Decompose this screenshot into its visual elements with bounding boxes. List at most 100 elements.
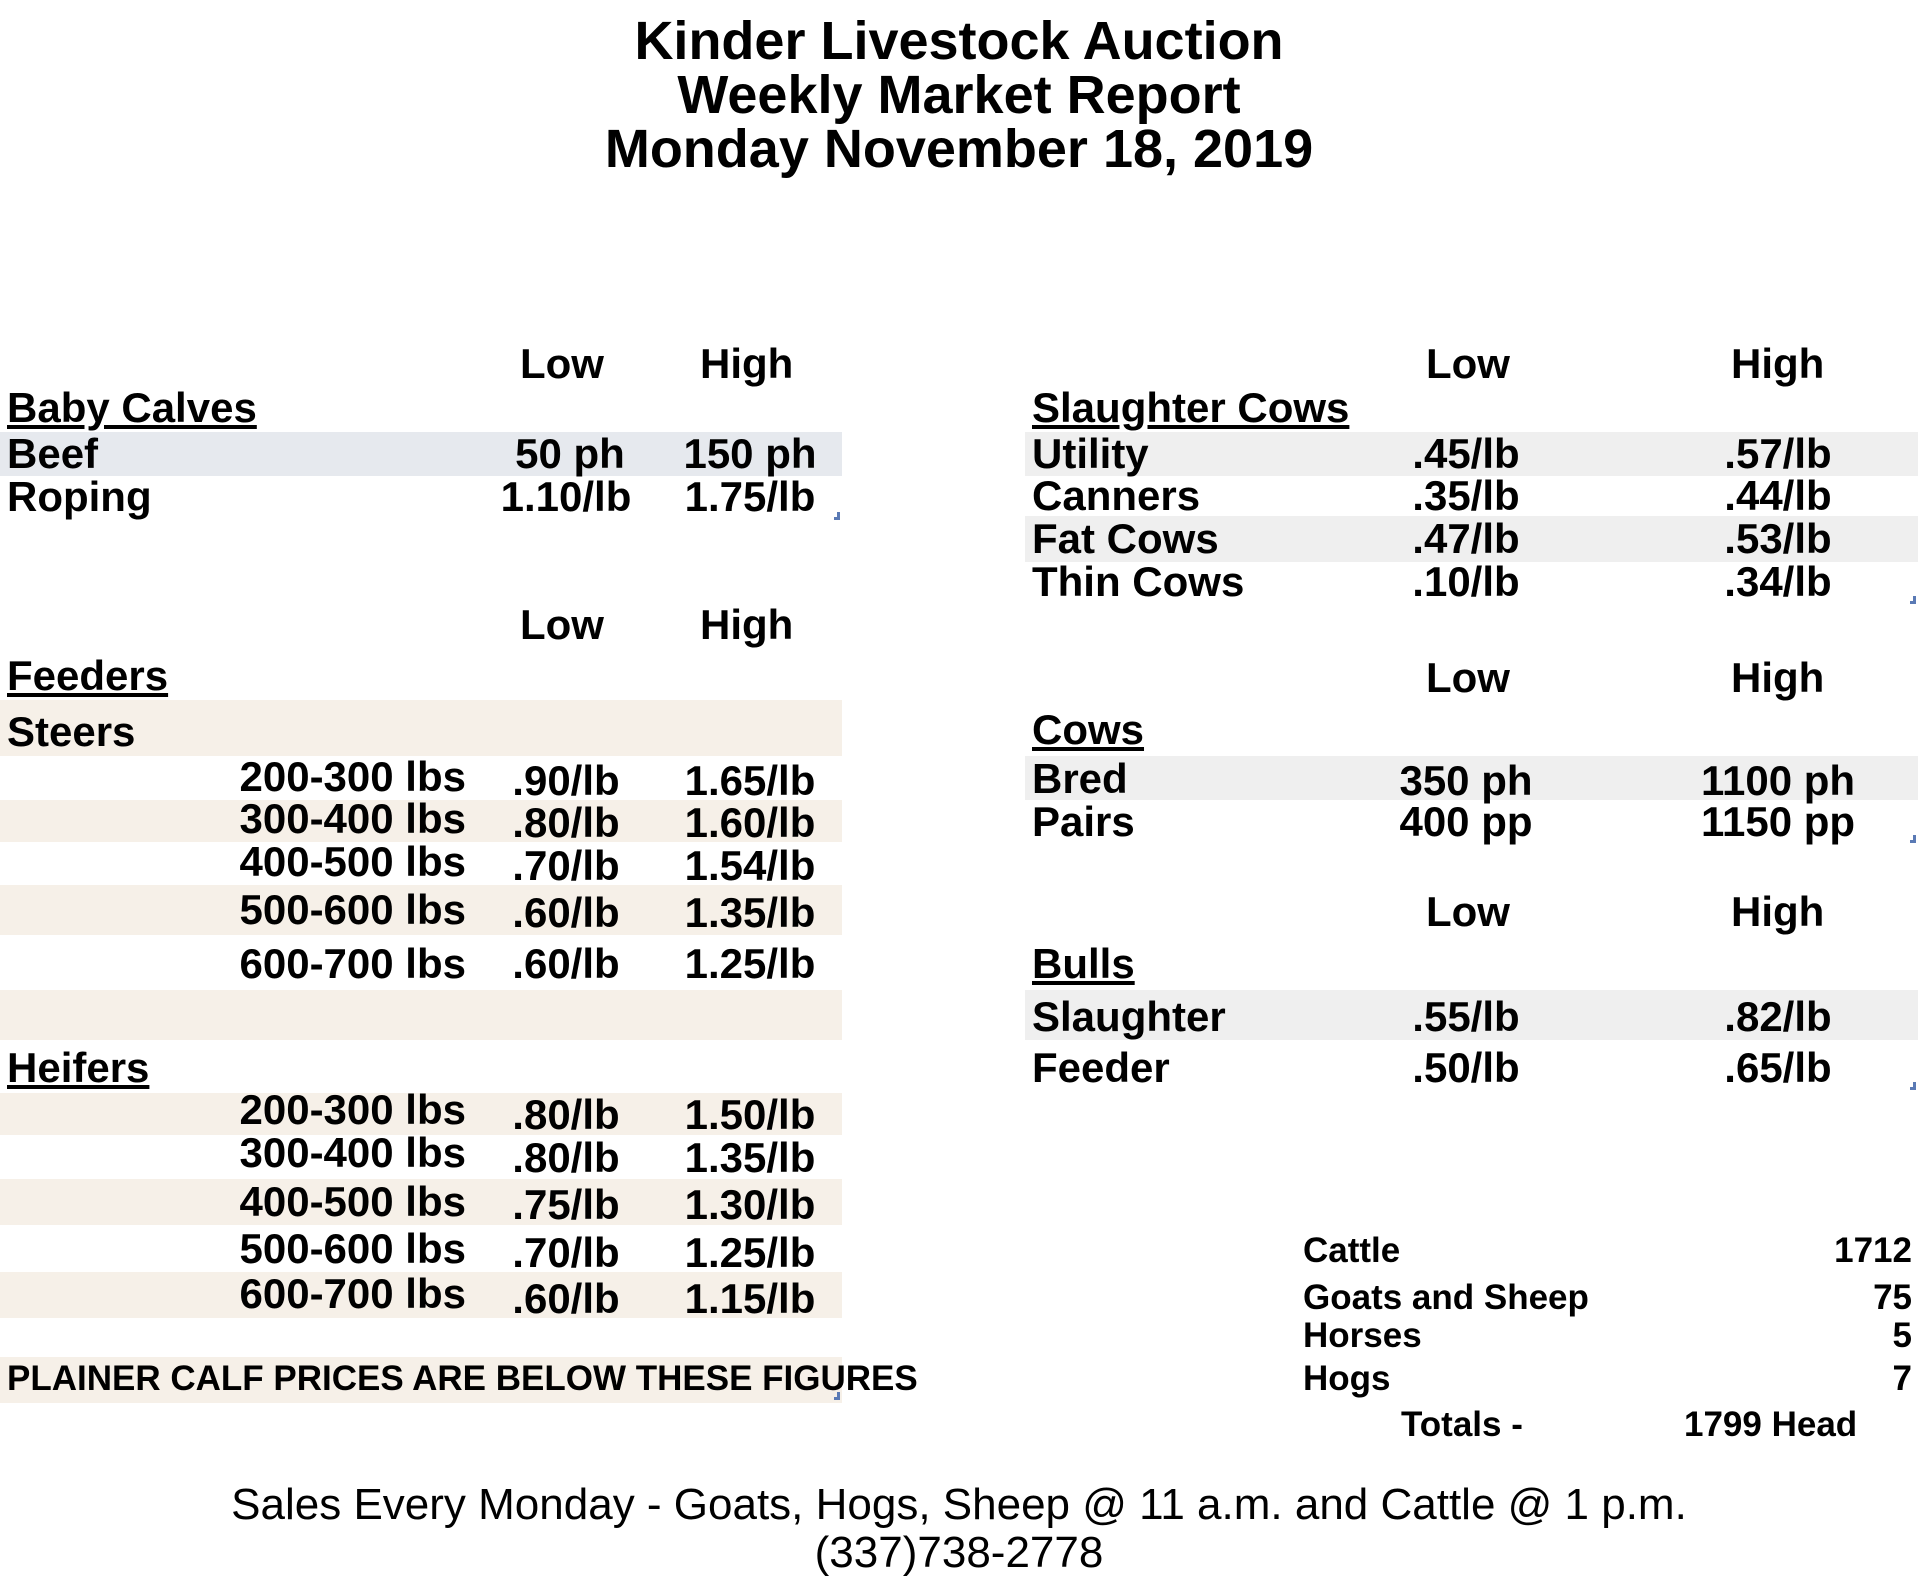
- steer-low: .90/lb: [512, 757, 620, 804]
- fat-cows-low: .47/lb: [1412, 515, 1520, 562]
- receipt-label: Horses: [1303, 1316, 1422, 1355]
- beef-row-band: [0, 432, 842, 476]
- slaughter-high-header: High: [1731, 340, 1825, 387]
- cell-marker: [834, 517, 840, 520]
- note-row-band: [0, 1357, 842, 1403]
- report-title-line3: Monday November 18, 2019: [604, 119, 1314, 179]
- heifer-low: .60/lb: [512, 1275, 620, 1322]
- fat-cows-label: Fat Cows: [1032, 515, 1219, 562]
- cows-high-header: High: [1731, 654, 1825, 701]
- heifer-row-band: [0, 1179, 842, 1225]
- sales-schedule: Sales Every Monday - Goats, Hogs, Sheep …: [231, 1480, 1687, 1529]
- heifer-high: 1.25/lb: [684, 1229, 816, 1276]
- cell-marker: [1913, 1082, 1916, 1088]
- spacer-row-band: [0, 990, 842, 1040]
- cell-marker: [1910, 840, 1916, 843]
- steer-low: .70/lb: [512, 842, 620, 889]
- heifer-range: 400-500 lbs: [239, 1178, 467, 1225]
- steer-row-band: [0, 885, 842, 935]
- beef-low: 50 ph: [515, 430, 625, 477]
- fat-cows-high: .53/lb: [1724, 515, 1832, 562]
- feeder-bull-low: .50/lb: [1412, 1044, 1520, 1091]
- steer-row-band: [0, 800, 842, 842]
- beef-high: 150 ph: [683, 430, 817, 477]
- heifer-low: .80/lb: [512, 1134, 620, 1181]
- thin-cows-high: .34/lb: [1724, 558, 1832, 605]
- steer-high: 1.35/lb: [684, 889, 816, 936]
- utility-row-band: [1025, 432, 1918, 476]
- bred-low: 350 ph: [1399, 757, 1533, 804]
- utility-high: .57/lb: [1724, 430, 1832, 477]
- beef-label: Beef: [7, 430, 99, 477]
- pairs-low: 400 pp: [1399, 798, 1533, 845]
- cows-low-header: Low: [1426, 654, 1510, 701]
- totals-label: Totals -: [1401, 1405, 1523, 1444]
- slaughter-bull-low: .55/lb: [1412, 993, 1520, 1040]
- utility-low: .45/lb: [1412, 430, 1520, 477]
- plainer-calf-note: PLAINER CALF PRICES ARE BELOW THESE FIGU…: [7, 1359, 918, 1398]
- roping-label: Roping: [7, 473, 152, 520]
- steer-high: 1.25/lb: [684, 940, 816, 987]
- receipt-value: 5: [1892, 1316, 1912, 1355]
- heifer-row-band: [0, 1272, 842, 1318]
- receipt-label: Cattle: [1303, 1231, 1401, 1270]
- heifer-range: 300-400 lbs: [239, 1129, 467, 1176]
- heifer-range: 500-600 lbs: [239, 1225, 467, 1272]
- heifer-low: .75/lb: [512, 1181, 620, 1228]
- steer-range: 600-700 lbs: [239, 940, 467, 987]
- receipt-value: 75: [1873, 1278, 1912, 1317]
- fat-cows-row-band: [1025, 516, 1918, 562]
- steers-row-band: [0, 700, 842, 756]
- cell-marker: [834, 1397, 840, 1400]
- heifer-high: 1.50/lb: [684, 1091, 816, 1138]
- feeders-high-header: High: [700, 601, 794, 648]
- receipt-value: 7: [1892, 1359, 1912, 1398]
- heifer-low: .80/lb: [512, 1091, 620, 1138]
- slaughter-bull-row-band: [1025, 990, 1918, 1040]
- canners-high: .44/lb: [1724, 472, 1832, 519]
- cell-marker: [837, 512, 840, 518]
- heifer-high: 1.35/lb: [684, 1134, 816, 1181]
- report-title-line2: Weekly Market Report: [677, 65, 1241, 125]
- steer-range: 300-400 lbs: [239, 795, 467, 842]
- slaughter-cows-title: Slaughter Cows: [1032, 384, 1350, 431]
- cell-marker: [1913, 596, 1916, 602]
- feeder-bull-label: Feeder: [1032, 1044, 1170, 1091]
- steer-high: 1.54/lb: [684, 842, 816, 889]
- feeders-title: Feeders: [7, 652, 169, 699]
- steer-range: 200-300 lbs: [239, 753, 467, 800]
- receipt-label: Goats and Sheep: [1303, 1278, 1589, 1317]
- canners-low: .35/lb: [1412, 472, 1520, 519]
- baby-calves-high-header: High: [700, 340, 794, 387]
- baby-calves-title: Baby Calves: [7, 384, 257, 431]
- totals-value: 1799 Head: [1684, 1405, 1858, 1444]
- heifers-title: Heifers: [7, 1044, 150, 1091]
- pairs-label: Pairs: [1032, 798, 1135, 845]
- steer-low: .60/lb: [512, 940, 620, 987]
- heifer-range: 600-700 lbs: [239, 1270, 467, 1317]
- cell-marker: [1910, 601, 1916, 604]
- canners-label: Canners: [1032, 472, 1201, 519]
- slaughter-bull-high: .82/lb: [1724, 993, 1832, 1040]
- pairs-high: 1150 pp: [1700, 798, 1856, 845]
- slaughter-bull-label: Slaughter: [1032, 993, 1226, 1040]
- thin-cows-label: Thin Cows: [1032, 558, 1245, 605]
- steer-range: 500-600 lbs: [239, 886, 467, 933]
- receipt-label: Hogs: [1303, 1359, 1391, 1398]
- receipt-value: 1712: [1834, 1231, 1912, 1270]
- bulls-high-header: High: [1731, 888, 1825, 935]
- bulls-title: Bulls: [1032, 940, 1135, 987]
- heifer-range: 200-300 lbs: [239, 1086, 467, 1133]
- thin-cows-low: .10/lb: [1412, 558, 1520, 605]
- heifer-high: 1.30/lb: [684, 1181, 816, 1228]
- bred-row-band: [1025, 756, 1918, 800]
- feeders-low-header: Low: [520, 601, 604, 648]
- report-title-line1: Kinder Livestock Auction: [634, 11, 1284, 71]
- cell-marker: [1910, 1087, 1916, 1090]
- cell-marker: [837, 1392, 840, 1398]
- cows-title: Cows: [1032, 706, 1145, 753]
- bred-label: Bred: [1032, 755, 1128, 802]
- steer-high: 1.65/lb: [684, 757, 816, 804]
- steers-label: Steers: [7, 708, 136, 755]
- heifer-row-band: [0, 1093, 842, 1135]
